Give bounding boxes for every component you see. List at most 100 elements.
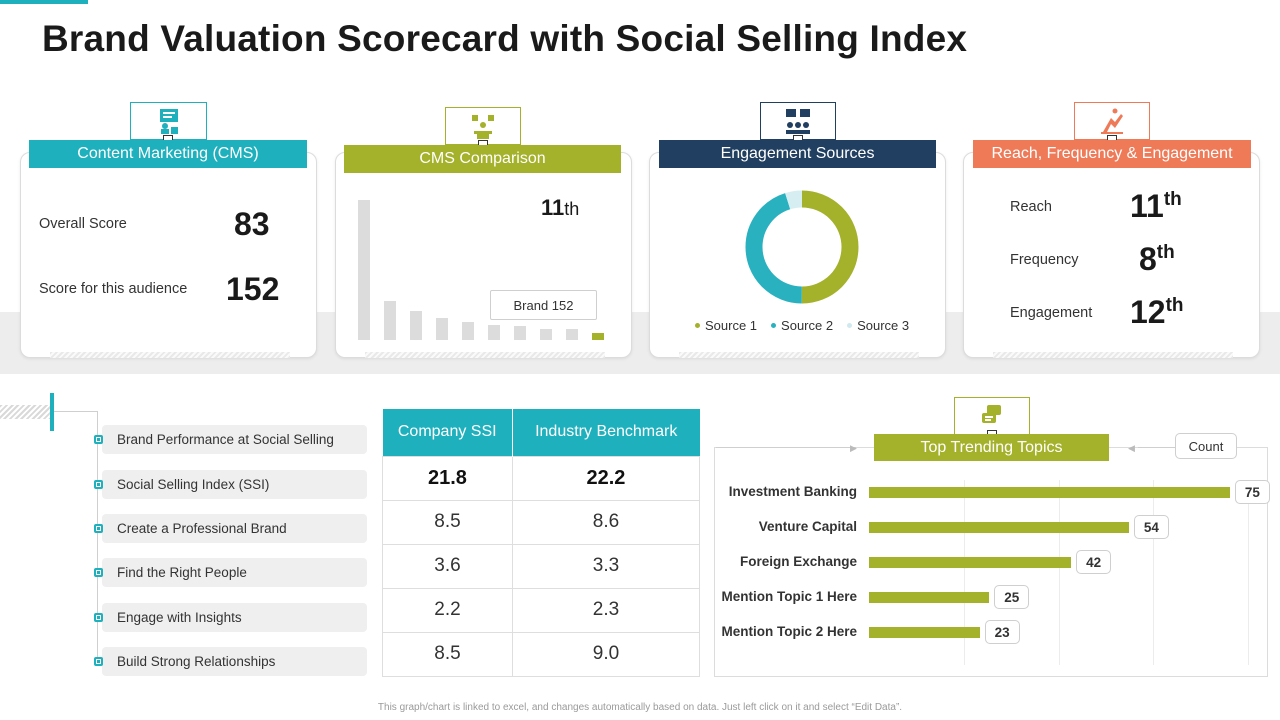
cms-bar-7 [514,326,526,340]
reach-value: 11th [1130,188,1182,224]
page-title: Brand Valuation Scorecard with Social Se… [42,18,968,59]
bullet-icon [94,524,103,533]
cms-bar-chart [352,200,612,340]
topic-value: 75 [1234,480,1270,504]
chat-icon [954,397,1030,435]
company-ssi-header: Company SSI [382,409,513,456]
legend-source-3: Source 3 [847,318,909,333]
topic-bar [869,522,1129,533]
list-connector [97,411,98,662]
legend-dot [771,323,777,328]
trending-heading: Top Trending Topics [874,434,1109,461]
list-item: Create a Professional Brand [102,514,367,543]
overall-score-label: Overall Score [39,216,127,232]
table-cell: 9.0 [511,631,701,677]
table-cell: 21.8 [382,455,513,501]
topic-value: 42 [1076,550,1112,574]
ssi-table: Company SSI Industry Benchmark 21.8 22.2… [382,409,701,677]
topic-value: 54 [1133,515,1169,539]
bullet-icon [94,657,103,666]
footer-note: This graph/chart is linked to excel, and… [377,702,903,713]
topic-label: Foreign Exchange [739,554,857,569]
table-row: 21.8 22.2 [382,455,701,501]
bullet-icon [94,613,103,622]
audience-score-label: Score for this audience [39,281,188,297]
topic-label: Mention Topic 1 Here [721,589,857,604]
table-cell: 2.3 [511,587,701,633]
table-cell: 22.2 [511,455,701,501]
cms-bar-1 [358,200,370,340]
topic-value: 23 [984,620,1020,644]
cms-card [20,152,317,358]
grid-line [1153,480,1155,665]
network-icon [760,102,836,140]
reach-label: Reach [1010,199,1052,215]
engagement-label: Engagement [1010,305,1093,321]
donut-slice-source-2 [745,190,859,304]
presentation-icon [130,102,207,140]
brand-callout: Brand 152 [490,290,597,320]
engagement-legend: Source 1 Source 2 Source 3 [695,318,909,333]
list-item: Social Selling Index (SSI) [102,470,367,499]
trending-bar-chart: Investment Banking 75 Venture Capital 54 For… [714,470,1270,670]
cms-bar-8 [540,328,552,340]
table-cell: 3.6 [382,543,513,589]
topic-label: Venture Capital [758,519,857,534]
cms-bar-5 [462,321,474,340]
reach-heading: Reach, Frequency & Engagement [973,140,1251,168]
engagement-donut [745,190,859,304]
cms-heading: Content Marketing (CMS) [29,140,307,168]
list-accent [50,393,54,431]
frequency-label: Frequency [1010,252,1079,268]
cms-bar-Brand [592,333,604,340]
cms-bar-2 [384,300,396,340]
topic-bar [869,627,980,638]
cms-bar-3 [410,310,422,340]
list-item: Engage with Insights [102,603,367,632]
decor-hatch [0,405,50,419]
engagement-value: 12th [1130,294,1184,330]
table-row: 3.6 3.3 [382,543,701,589]
bullet-icon [94,480,103,489]
list-item: Build Strong Relationships [102,647,367,676]
industry-benchmark-header: Industry Benchmark [512,409,700,456]
bullet-icon [94,435,103,444]
count-legend: Count [1175,433,1237,459]
donut-slice-source-3 [745,190,859,304]
table-cell: 8.5 [382,631,513,677]
table-cell: 8.5 [382,499,513,545]
cms-bar-4 [436,317,448,340]
frequency-value: 8th [1139,241,1175,277]
cms-bar-9 [566,328,578,340]
table-row: 8.5 9.0 [382,631,701,677]
bullet-icon [94,568,103,577]
corner-accent [0,0,88,4]
comparison-rank: 11th [541,195,580,220]
legend-dot [847,323,853,328]
list-item: Find the Right People [102,558,367,587]
legend-source-1: Source 1 [695,318,757,333]
table-cell: 2.2 [382,587,513,633]
overall-score-value: 83 [234,206,270,242]
table-cell: 8.6 [511,499,701,545]
topic-bar [869,592,990,603]
topic-label: Investment Banking [728,484,857,499]
table-row: 8.5 8.6 [382,499,701,545]
audience-score-value: 152 [226,271,280,307]
table-row: 2.2 2.3 [382,587,701,633]
grid-line [1248,480,1250,665]
engagement-heading: Engagement Sources [659,140,936,168]
reach-card [963,152,1260,358]
topic-bar [869,557,1072,568]
grid-line [1058,480,1060,665]
legend-source-2: Source 2 [771,318,833,333]
grid-line [963,480,965,665]
topic-label: Mention Topic 2 Here [721,624,857,639]
topic-value: 25 [994,585,1030,609]
list-item: Brand Performance at Social Selling [102,425,367,454]
comparison-heading: CMS Comparison [344,145,621,173]
table-cell: 3.3 [511,543,701,589]
legend-dot [695,323,700,328]
topic-bar [869,487,1230,498]
cms-bar-6 [488,324,500,340]
